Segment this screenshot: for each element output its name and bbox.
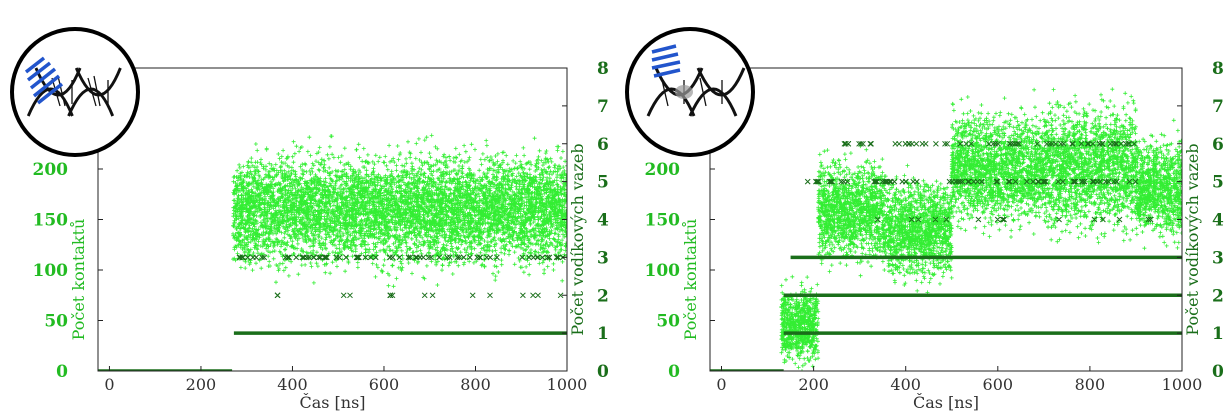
y-tick-label-right: 4: [1212, 211, 1224, 231]
hbond-level-5: [804, 178, 1139, 185]
y-tick-label-left: 100: [33, 261, 69, 281]
dna-with-stacked-ligand-icon: [10, 27, 140, 157]
contact-points: [231, 133, 567, 289]
y-tick-label-right: 5: [1212, 173, 1224, 193]
scatter-layer: [710, 87, 1182, 371]
y-axis-label-left: Počet kontaktů: [69, 219, 88, 341]
tick-group: 0 200 400 600 800 1000 0 50 100 150 200 0 1 2 3 4 5 6 7 8: [645, 59, 1225, 394]
x-tick-label: 800: [460, 375, 491, 394]
y-tick-label-right: 7: [1212, 97, 1224, 117]
y-tick-label-right: 8: [597, 59, 609, 79]
x-tick-label: 400: [277, 375, 308, 394]
y-tick-label-right: 2: [597, 286, 609, 306]
x-tick-label: 400: [890, 375, 921, 394]
y-tick-label-right: 3: [1212, 248, 1224, 268]
x-tick-label: 0: [716, 375, 726, 394]
y-tick-label-right: 4: [597, 211, 609, 231]
y-axis-label-right: Počet vodíkových vazeb: [568, 143, 587, 335]
x-tick-label: 200: [798, 375, 829, 394]
y-axis-label-right: Počet vodíkových vazeb: [1183, 143, 1202, 335]
x-axis-label: Čas [ns]: [913, 392, 979, 412]
y-tick-label-left: 50: [656, 312, 680, 332]
x-axis-label: Čas [ns]: [299, 392, 365, 412]
y-tick-label-left: 50: [44, 312, 68, 332]
y-tick-label-left: 150: [645, 211, 681, 231]
x-tick-label: 600: [369, 375, 400, 394]
y-tick-label-left: 200: [645, 160, 681, 180]
dna-with-bound-ligand-icon: [625, 27, 755, 157]
y-tick-label-right: 0: [1212, 362, 1224, 382]
x-tick-label: 600: [983, 375, 1014, 394]
y-tick-label-right: 2: [1212, 286, 1224, 306]
y-tick-label-right: 5: [597, 173, 609, 193]
y-tick-label-right: 7: [597, 97, 609, 117]
chart-panel-left: 0 200 400 600 800 1000 0 50 100 150 200 0 1 2 3 4 5 6 7 8 Č…: [10, 27, 610, 412]
contact-points: [779, 87, 1182, 371]
y-tick-label-right: 0: [597, 362, 609, 382]
scatter-layer: [98, 133, 567, 371]
y-tick-label-right: 3: [597, 248, 609, 268]
y-tick-label-left: 0: [56, 362, 68, 382]
y-tick-label-right: 1: [1212, 324, 1224, 344]
y-tick-label-right: 6: [1212, 135, 1224, 155]
hbond-level-2: [274, 292, 564, 299]
y-tick-label-left: 200: [33, 160, 69, 180]
y-axis-label-left: Počet kontaktů: [681, 219, 700, 341]
y-tick-label-left: 100: [645, 261, 681, 281]
y-tick-label-right: 6: [597, 135, 609, 155]
x-tick-label: 800: [1075, 375, 1106, 394]
hbond-level-3: [236, 254, 566, 261]
hbond-level-4: [874, 216, 1154, 223]
x-tick-label: 1000: [547, 375, 588, 394]
x-tick-label: 0: [104, 375, 114, 394]
y-tick-label-right: 8: [1212, 59, 1224, 79]
chart-panel-right: 0 200 400 600 800 1000 0 50 100 150 200 0 1 2 3 4 5 6 7 8 Č…: [625, 27, 1225, 412]
y-tick-label-right: 1: [597, 324, 609, 344]
y-tick-label-left: 150: [33, 211, 69, 231]
y-tick-label-left: 0: [668, 362, 680, 382]
hbond-level-6: [841, 140, 1138, 147]
x-tick-label: 1000: [1162, 375, 1203, 394]
x-tick-label: 200: [186, 375, 217, 394]
tick-group: 0 200 400 600 800 1000 0 50 100 150 200 0 1 2 3 4 5 6 7 8: [33, 59, 610, 394]
